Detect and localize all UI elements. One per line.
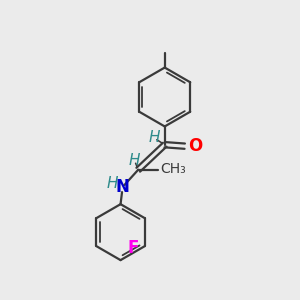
Text: H: H bbox=[129, 153, 140, 168]
Text: O: O bbox=[189, 137, 203, 155]
Text: F: F bbox=[128, 239, 139, 257]
Text: N: N bbox=[115, 178, 129, 196]
Text: H: H bbox=[149, 130, 160, 145]
Text: H: H bbox=[107, 176, 118, 191]
Text: CH₃: CH₃ bbox=[160, 162, 186, 176]
